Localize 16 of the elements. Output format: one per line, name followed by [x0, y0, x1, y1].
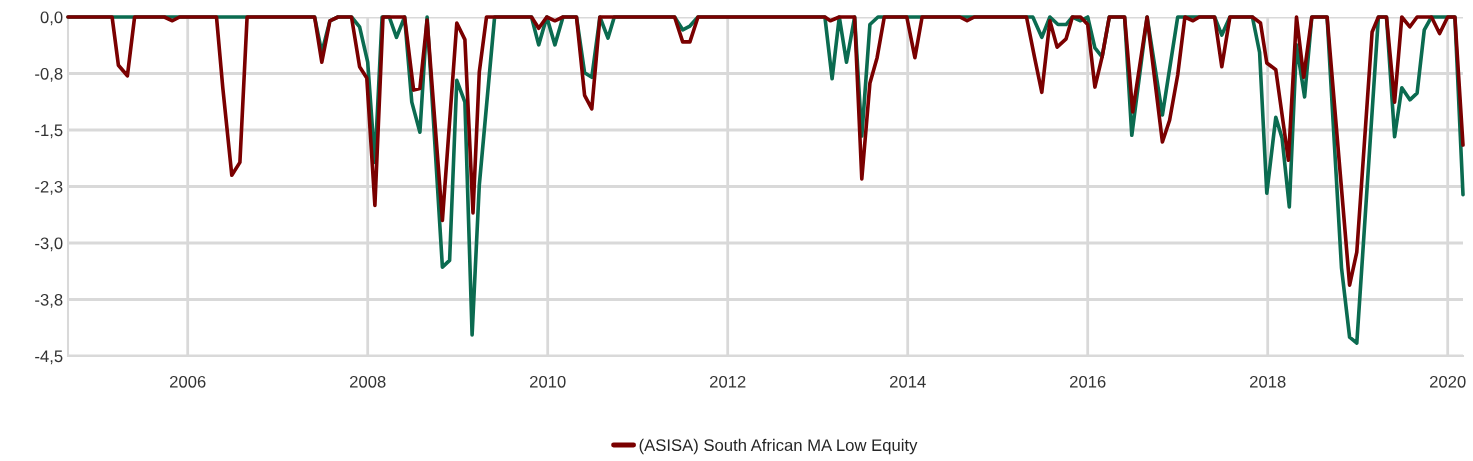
y-tick-label: -3,0 [35, 237, 63, 252]
y-tick-label: -4,5 [35, 350, 63, 365]
x-tick-label: 2020 [1430, 375, 1466, 388]
y-tick-label: 0,0 [40, 11, 63, 26]
x-tick-label: 2016 [1070, 375, 1106, 388]
y-tick-label: -3,8 [35, 293, 63, 308]
y-tick-label: -1,5 [35, 124, 63, 139]
legend-label: (ASISA) South African MA Low Equity [639, 438, 918, 455]
y-tick-label: -2,3 [35, 180, 63, 195]
x-tick-label: 2014 [890, 375, 926, 388]
y-tick-label: -0,8 [35, 67, 63, 82]
x-tick-label: 2010 [530, 375, 566, 388]
x-tick-label: 2008 [350, 375, 386, 388]
x-tick-label: 2006 [170, 375, 206, 388]
x-tick-label: 2018 [1250, 375, 1286, 388]
x-tick-label: 2012 [710, 375, 746, 388]
